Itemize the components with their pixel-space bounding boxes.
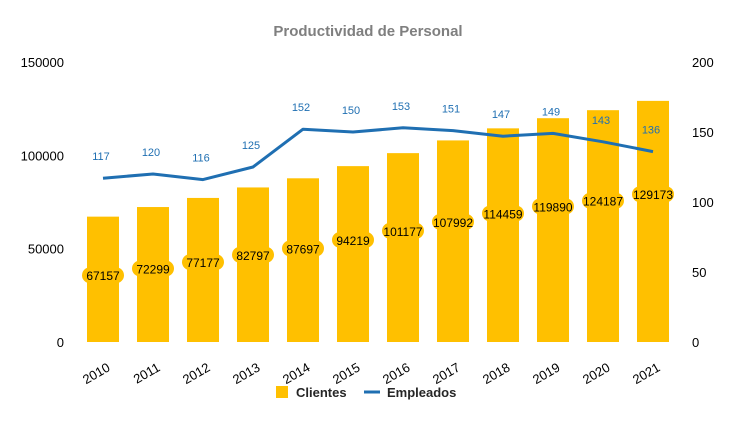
bar-value-label: 67157	[86, 269, 120, 283]
right-axis: 0 50 100 150 200	[692, 55, 714, 350]
right-tick-label: 200	[692, 55, 714, 70]
bar-value-label: 114459	[483, 207, 522, 221]
x-tick-label: 2019	[530, 360, 563, 387]
left-tick-label: 50000	[28, 242, 64, 257]
line-value-label: 117	[92, 151, 110, 163]
left-tick-label: 0	[57, 335, 64, 350]
left-axis: 0 50000 100000 150000	[21, 55, 64, 350]
bar-value-label: 119890	[533, 200, 572, 214]
bar-clientes	[587, 110, 619, 342]
bar-value-label: 124187	[583, 195, 623, 209]
bar-label-bg	[232, 246, 274, 263]
bar-label-bg	[532, 198, 574, 215]
bar-label-bg	[132, 260, 174, 277]
line-value-label: 150	[342, 105, 360, 117]
bar-label-bg	[332, 231, 374, 248]
bar-label-bg	[482, 205, 524, 222]
legend: Clientes Empleados	[276, 385, 456, 400]
line-labels-group: 117 120 116 125 152 150 153 151 147 149 143 136	[92, 101, 660, 165]
x-tick-label: 2014	[280, 360, 313, 387]
bar-value-label: 129173	[633, 188, 673, 202]
x-tick-label: 2015	[330, 360, 363, 387]
line-value-label: 153	[392, 101, 410, 113]
x-tick-label: 2020	[580, 360, 613, 387]
line-value-label: 116	[192, 153, 210, 165]
line-value-label: 120	[142, 147, 160, 159]
bar-value-label: 87697	[286, 242, 320, 256]
line-value-label: 136	[642, 125, 660, 137]
right-tick-label: 0	[692, 335, 699, 350]
line-value-label: 125	[242, 140, 260, 152]
bar-label-bg	[82, 267, 124, 284]
bar-clientes	[537, 118, 569, 343]
line-value-label: 149	[542, 106, 560, 118]
line-value-label: 147	[492, 109, 510, 121]
legend-label-clientes: Clientes	[296, 385, 347, 400]
x-tick-label: 2016	[380, 360, 413, 387]
bar-value-label: 82797	[236, 249, 270, 263]
line-value-label: 151	[442, 104, 460, 116]
line-group	[102, 126, 654, 182]
bar-value-label: 94219	[336, 234, 370, 248]
legend-label-empleados: Empleados	[387, 385, 456, 400]
bar-label-bg	[582, 192, 624, 209]
bar-label-bg	[382, 222, 424, 239]
chart-title: Productividad de Personal	[273, 23, 462, 40]
bar-clientes	[487, 128, 519, 342]
right-tick-label: 150	[692, 125, 714, 140]
x-tick-label: 2013	[230, 360, 263, 387]
legend-swatch-clientes	[276, 386, 288, 398]
bar-clientes	[637, 100, 669, 342]
bar-labels-group: 67157 72299 77177 82797 87697 94219 101177 1079…	[82, 186, 674, 284]
x-tick-label: 2017	[430, 360, 463, 387]
bar-label-bg	[182, 254, 224, 271]
bar-clientes	[437, 140, 469, 342]
bar-clientes	[237, 187, 269, 342]
x-tick-label: 2010	[80, 360, 113, 387]
bar-value-label: 107992	[433, 216, 473, 230]
x-tick-label: 2021	[630, 360, 663, 387]
right-tick-label: 100	[692, 195, 714, 210]
bar-value-label: 101177	[383, 225, 422, 239]
line-value-label: 152	[292, 102, 310, 114]
line-value-label: 143	[592, 115, 610, 127]
bars-group	[87, 100, 669, 343]
bar-value-label: 72299	[136, 263, 170, 277]
x-tick-label: 2011	[131, 360, 163, 387]
bar-clientes	[287, 178, 319, 342]
x-tick-label: 2018	[480, 360, 513, 387]
left-tick-label: 150000	[21, 55, 64, 70]
bar-label-bg	[432, 213, 474, 230]
bar-clientes	[387, 153, 419, 342]
x-tick-label: 2012	[180, 360, 213, 387]
x-axis: 2010 2011 2012 2013 2014 2015 2016 2017 2018 2019…	[80, 360, 663, 387]
bar-clientes	[337, 166, 369, 342]
line-empleados	[102, 126, 654, 182]
right-tick-label: 50	[692, 265, 706, 280]
bar-value-label: 77177	[186, 256, 220, 270]
left-tick-label: 100000	[21, 148, 64, 163]
bar-label-bg	[282, 240, 324, 257]
bar-label-bg	[632, 186, 674, 203]
